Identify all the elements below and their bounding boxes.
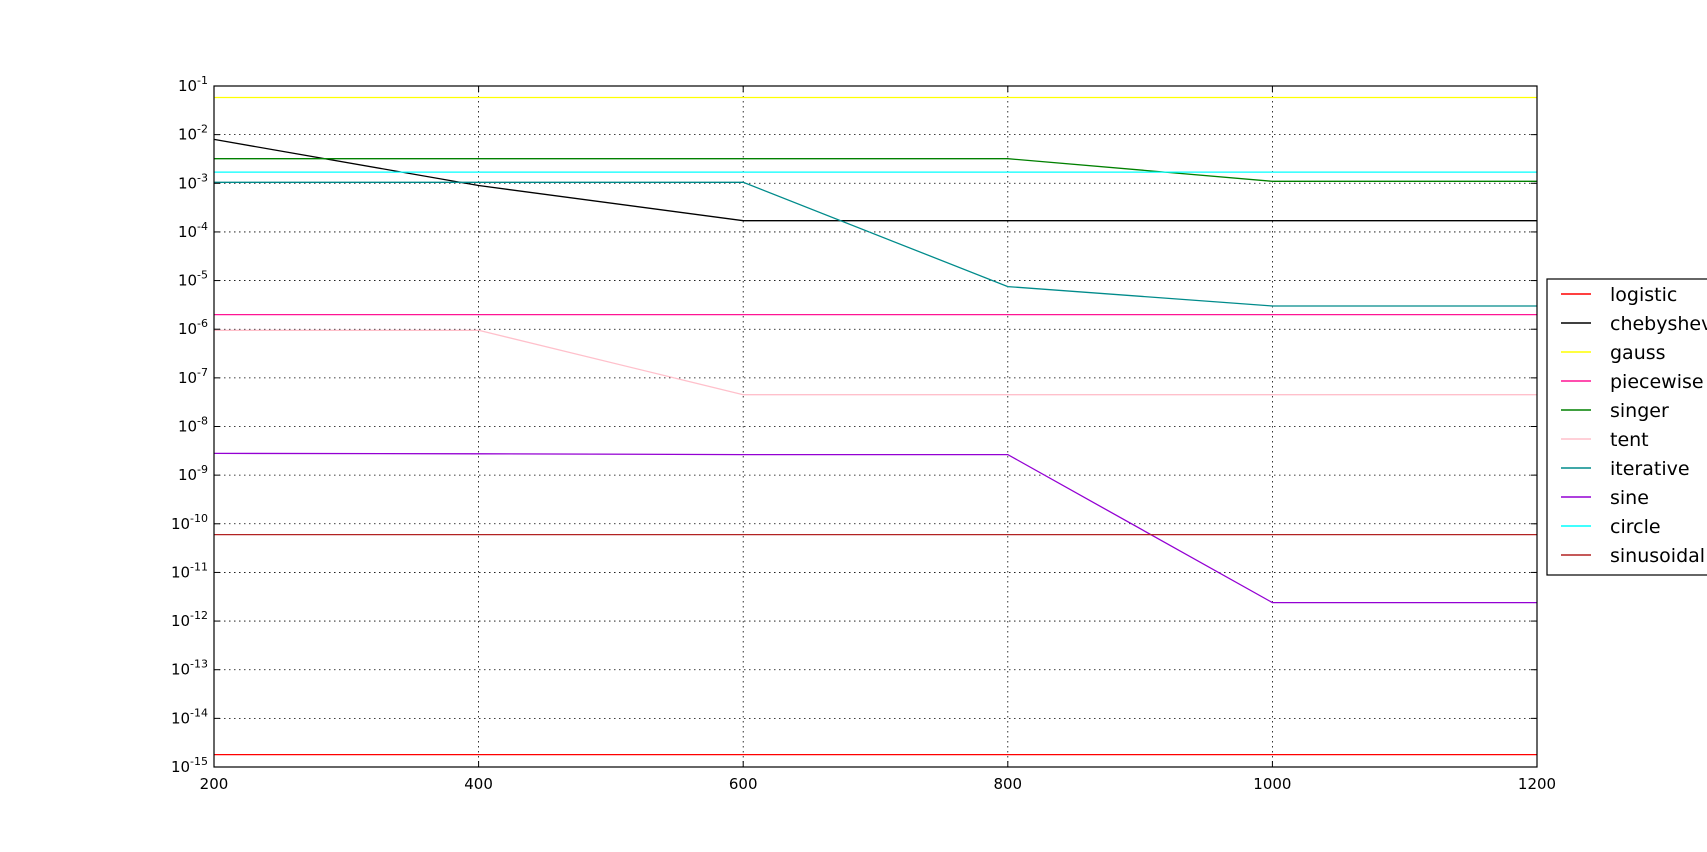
legend: logistic chebyshev gauss piecewise singer ten… (1546, 278, 1707, 576)
x-tick-label: 600 (729, 775, 758, 793)
series-line-singer (214, 158, 1537, 182)
legend-label-sinusoidal: sinusoidal (1610, 545, 1705, 567)
legend-label-sine: sine (1610, 487, 1649, 509)
y-tick-label: 10-9 (178, 463, 208, 484)
series-line-chebyshev (213, 138, 1537, 222)
axis-ticks: 200 400 600 800 1000 1200 10-15 10-14 10-13 10-12… (171, 74, 1556, 793)
y-tick-label: 10-10 (171, 512, 208, 533)
legend-label-tent: tent (1610, 429, 1649, 451)
series-line-tent (214, 329, 1537, 396)
legend-label-logistic: logistic (1610, 284, 1677, 306)
y-tick-label: 10-7 (178, 366, 208, 387)
y-tick-label: 10-15 (171, 755, 208, 776)
y-tick-label: 10-12 (171, 609, 208, 630)
legend-label-piecewise: piecewise (1610, 371, 1704, 393)
y-tick-label: 10-5 (178, 269, 208, 290)
x-tick-label: 1200 (1518, 775, 1556, 793)
legend-label-singer: singer (1610, 400, 1669, 422)
y-tick-label: 10-3 (178, 171, 208, 192)
x-tick-label: 200 (200, 775, 229, 793)
series-lines (213, 96, 1537, 756)
y-tick-label: 10-13 (171, 658, 208, 679)
y-tick-label: 10-2 (178, 123, 208, 144)
legend-label-chebyshev: chebyshev (1610, 313, 1707, 335)
x-tick-label: 400 (464, 775, 493, 793)
y-tick-label: 10-1 (178, 74, 208, 95)
legend-label-gauss: gauss (1610, 342, 1666, 364)
y-tick-label: 10-8 (178, 415, 208, 436)
x-tick-label: 1000 (1253, 775, 1291, 793)
legend-label-iterative: iterative (1610, 458, 1690, 480)
y-tick-label: 10-4 (178, 220, 208, 241)
series-line-sine (213, 452, 1537, 604)
series-line-iterative (214, 181, 1537, 307)
y-tick-label: 10-14 (171, 706, 208, 727)
legend-label-circle: circle (1610, 516, 1661, 538)
x-tick-label: 800 (993, 775, 1022, 793)
y-tick-label: 10-6 (178, 317, 208, 338)
grid (214, 86, 1537, 767)
y-tick-label: 10-11 (171, 560, 208, 581)
